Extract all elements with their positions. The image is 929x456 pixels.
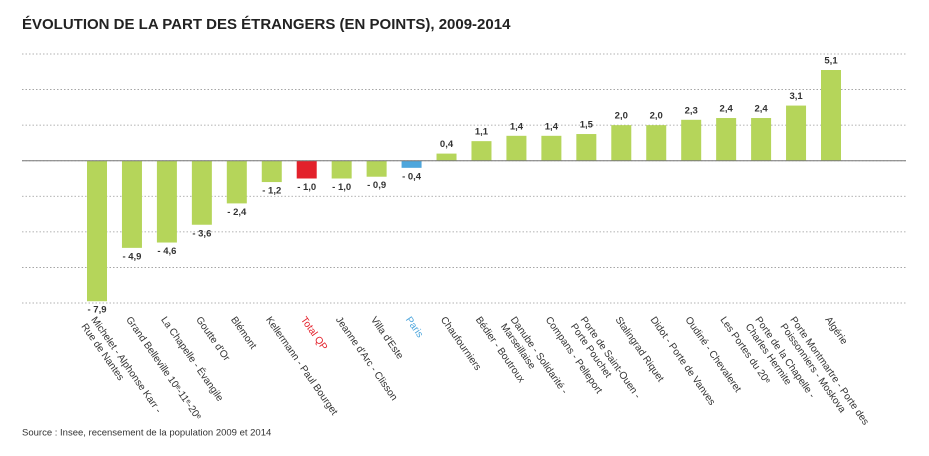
bar: [506, 135, 527, 161]
bar: [471, 141, 492, 161]
x-tick-label-group: Algérie: [822, 315, 849, 347]
x-tick-label-group: Paris: [403, 315, 425, 340]
x-tick-label: Blémont: [228, 315, 258, 352]
bar: [821, 70, 841, 161]
bar: [87, 160, 107, 302]
value-label: - 2,4: [227, 207, 247, 218]
bar: [541, 135, 562, 161]
bar: [331, 160, 352, 179]
value-label: - 1,0: [297, 182, 316, 193]
x-tick-label-group: Villa d'Este: [368, 315, 405, 362]
bar: [611, 125, 632, 161]
x-tick-label: Kellermann - Paul Bourget: [263, 315, 339, 418]
value-label: 1,1: [475, 127, 489, 138]
value-label: 2,0: [650, 111, 663, 122]
x-tick-label-group: Jeanne d'Arc - Clisson: [333, 315, 399, 403]
value-label: 2,3: [685, 105, 698, 116]
x-tick-label: Goutte d'Or: [193, 315, 232, 364]
x-tick-label: Porte de Saint-Ouen -: [578, 315, 643, 401]
x-tick-label-group: Blémont: [228, 315, 258, 352]
bar: [646, 125, 667, 161]
x-tick-label-group: Goutte d'Or: [193, 315, 232, 364]
value-label: 3,1: [789, 91, 803, 102]
value-label: 1,5: [580, 120, 594, 131]
value-label: - 0,9: [367, 180, 386, 191]
x-tick-label: La Chapelle - Évangile: [158, 314, 227, 404]
value-label: - 1,0: [332, 182, 351, 193]
x-tick-label-group: La Chapelle - Évangile: [158, 314, 227, 404]
value-label: 2,0: [615, 111, 628, 122]
value-label: - 0,4: [402, 171, 422, 182]
x-tick-label-group: Didot - Porte de Vanves: [648, 315, 717, 408]
value-label: 5,1: [824, 56, 838, 67]
bar: [786, 105, 807, 161]
bar: [401, 160, 422, 168]
value-label: - 1,2: [262, 186, 281, 197]
value-label: 1,4: [510, 121, 524, 132]
value-label: - 7,9: [87, 305, 106, 316]
bar: [681, 119, 702, 161]
value-label: 2,4: [754, 104, 768, 115]
bar: [296, 160, 317, 179]
bar: [191, 160, 212, 225]
x-tick-label: Paris: [403, 315, 425, 340]
bar: [436, 153, 457, 161]
bar: [751, 118, 772, 161]
x-tick-label-group: Total QP: [298, 315, 329, 353]
bar: [226, 160, 247, 204]
bar: [366, 160, 387, 177]
source: Source : Insee, recensement de la popula…: [22, 428, 271, 439]
x-tick-label: Villa d'Este: [368, 315, 405, 362]
value-label: - 3,6: [192, 228, 211, 239]
bar: [156, 160, 177, 243]
value-label: 1,4: [545, 121, 559, 132]
bar: [261, 160, 282, 183]
x-tick-label-group: Kellermann - Paul Bourget: [263, 315, 339, 418]
value-label: - 4,9: [122, 251, 141, 262]
x-tick-label-group: Michelet - Alphonse Karr -Rue de Nantes: [79, 315, 164, 416]
x-tick-label: Michelet - Alphonse Karr -: [88, 315, 163, 416]
bar: [576, 134, 597, 161]
value-label: 0,4: [440, 139, 454, 150]
bar: [716, 118, 737, 161]
chart-title: ÉVOLUTION DE LA PART DES ÉTRANGERS (EN P…: [22, 16, 511, 33]
x-tick-label: Total QP: [298, 315, 329, 353]
value-label: 2,4: [720, 104, 734, 115]
bar: [121, 160, 142, 248]
x-tick-label: Didot - Porte de Vanves: [648, 315, 717, 408]
value-label: - 4,6: [157, 246, 176, 257]
x-tick-label: Algérie: [822, 315, 849, 347]
x-tick-label: Jeanne d'Arc - Clisson: [333, 315, 399, 403]
